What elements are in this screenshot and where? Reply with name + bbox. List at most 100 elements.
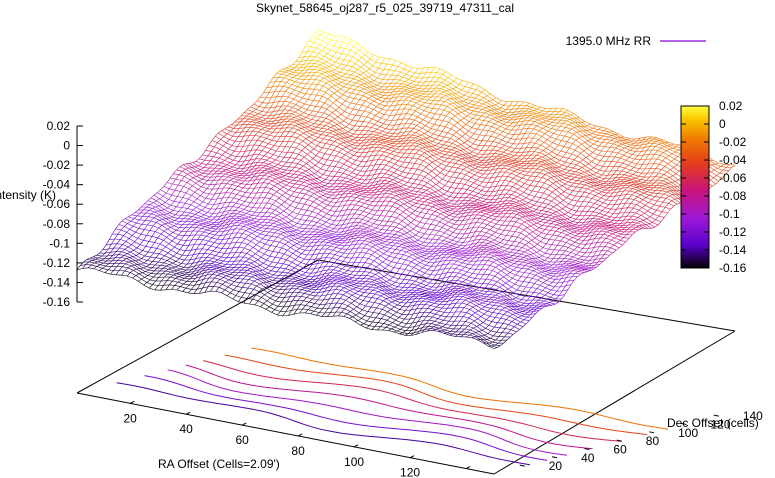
surface-gridline-ra	[166, 213, 173, 218]
surface-gridline-dec	[329, 206, 334, 211]
surface-gridline-dec	[259, 141, 264, 146]
surface-gridline-dec	[408, 76, 412, 80]
surface-gridline-dec	[270, 274, 274, 278]
surface-gridline-dec	[346, 60, 350, 66]
surface-gridline-dec	[267, 148, 272, 153]
surface-gridline-dec	[115, 254, 119, 258]
surface-gridline-dec	[370, 194, 375, 199]
surface-gridline-ra	[483, 313, 490, 317]
surface-gridline-dec	[311, 234, 316, 238]
surface-gridline-ra	[367, 221, 374, 224]
surface-gridline-dec	[169, 262, 173, 265]
surface-gridline-ra	[203, 192, 210, 195]
surface-gridline-ra	[235, 295, 242, 298]
surface-gridline-dec	[191, 234, 196, 241]
surface-gridline-ra	[235, 181, 242, 184]
surface-gridline-dec	[328, 215, 333, 220]
surface-gridline-dec	[274, 280, 279, 284]
surface-gridline-ra	[475, 251, 481, 254]
surface-gridline-ra	[529, 258, 535, 263]
surface-gridline-ra	[369, 292, 376, 295]
surface-gridline-dec	[255, 224, 260, 227]
surface-gridline-ra	[171, 289, 178, 291]
surface-gridline-ra	[320, 280, 327, 283]
surface-gridline-dec	[391, 94, 395, 99]
surface-gridline-ra	[438, 331, 445, 334]
surface-gridline-dec	[251, 231, 255, 234]
surface-gridline-dec	[181, 278, 185, 281]
surface-gridline-ra	[276, 292, 283, 294]
surface-gridline-dec	[96, 252, 100, 256]
surface-gridline-dec	[318, 230, 322, 233]
surface-gridline-ra	[411, 261, 418, 265]
surface-gridline-ra	[273, 194, 280, 199]
surface-gridline-ra	[224, 210, 230, 212]
surface-gridline-dec	[260, 175, 265, 180]
surface-gridline-dec	[325, 175, 329, 180]
surface-gridline-ra	[379, 264, 386, 269]
surface-gridline-dec	[261, 197, 265, 204]
surface-gridline-dec	[210, 242, 215, 247]
surface-gridline-dec	[245, 135, 250, 141]
surface-gridline-dec	[301, 127, 305, 129]
surface-gridline-dec	[191, 265, 196, 270]
surface-gridline-dec	[335, 228, 340, 233]
surface-gridline-ra	[313, 201, 319, 206]
surface-gridline-ra	[171, 267, 178, 271]
surface-gridline-dec	[270, 145, 275, 150]
surface-gridline-ra	[146, 206, 153, 209]
contour-line	[185, 364, 593, 450]
surface-gridline-ra	[269, 208, 276, 211]
surface-gridline-dec	[379, 131, 383, 134]
surface-gridline-ra	[218, 231, 224, 233]
surface-gridline-ra	[267, 202, 273, 205]
surface-gridline-ra	[292, 235, 298, 239]
surface-gridline-dec	[237, 141, 241, 147]
surface-gridline-dec	[345, 174, 349, 179]
surface-gridline-dec	[225, 187, 230, 193]
surface-gridline-ra	[559, 269, 565, 272]
surface-gridline-ra	[242, 233, 249, 236]
surface-gridline-ra	[326, 235, 333, 238]
surface-gridline-dec	[227, 242, 232, 249]
surface-gridline-dec	[370, 174, 375, 180]
surface-gridline-dec	[282, 112, 287, 117]
surface-gridline-dec	[381, 89, 385, 93]
surface-gridline-ra	[386, 236, 392, 238]
surface-gridline-ra	[471, 281, 478, 284]
surface-gridline-ra	[272, 280, 279, 282]
surface-gridline-dec	[278, 271, 283, 276]
surface-gridline-dec	[250, 119, 255, 122]
surface-gridline-ra	[381, 229, 388, 231]
surface-gridline-ra	[332, 233, 339, 236]
surface-gridline-dec	[388, 143, 393, 145]
surface-gridline-ra	[502, 246, 508, 249]
surface-gridline-dec	[143, 224, 148, 230]
surface-gridline-dec	[108, 243, 112, 250]
surface-gridline-ra	[309, 294, 316, 297]
surface-gridline-ra	[383, 253, 390, 257]
surface-gridline-dec	[205, 240, 209, 245]
surface-gridline-ra	[162, 268, 169, 270]
surface-gridline-ra	[498, 251, 504, 256]
surface-gridline-dec	[280, 180, 285, 183]
surface-gridline-ra	[93, 256, 99, 259]
surface-gridline-ra	[547, 292, 554, 295]
surface-gridline-dec	[343, 209, 347, 216]
surface-gridline-dec	[198, 270, 203, 275]
surface-gridline-ra	[515, 252, 522, 255]
surface-gridline-dec	[307, 195, 312, 200]
surface-gridline-ra	[412, 236, 419, 241]
surface-gridline-dec	[371, 164, 376, 171]
surface-gridline-ra	[287, 198, 294, 202]
surface-gridline-dec	[204, 203, 209, 208]
z-tick-label: -0.04	[43, 178, 71, 192]
surface-gridline-dec	[275, 177, 279, 180]
surface-gridline-dec	[195, 253, 200, 259]
surface-gridline-ra	[484, 335, 491, 339]
surface-gridline-ra	[346, 291, 353, 296]
surface-gridline-ra	[409, 279, 416, 282]
surface-gridline-ra	[201, 269, 208, 272]
surface-gridline-dec	[324, 129, 328, 133]
surface-gridline-ra	[519, 308, 526, 311]
